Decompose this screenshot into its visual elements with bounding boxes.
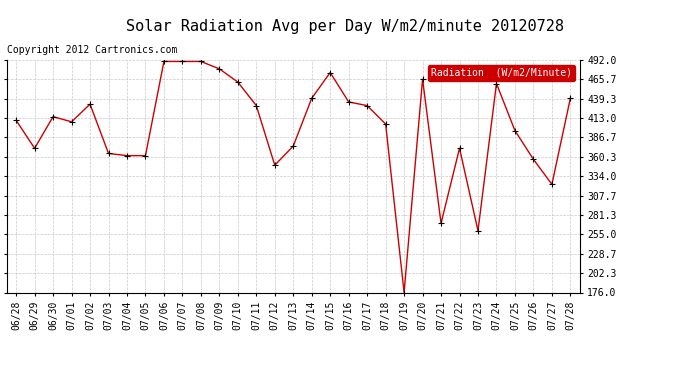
Legend: Radiation  (W/m2/Minute): Radiation (W/m2/Minute) [428,65,575,81]
Text: Copyright 2012 Cartronics.com: Copyright 2012 Cartronics.com [7,45,177,55]
Text: Solar Radiation Avg per Day W/m2/minute 20120728: Solar Radiation Avg per Day W/m2/minute … [126,19,564,34]
